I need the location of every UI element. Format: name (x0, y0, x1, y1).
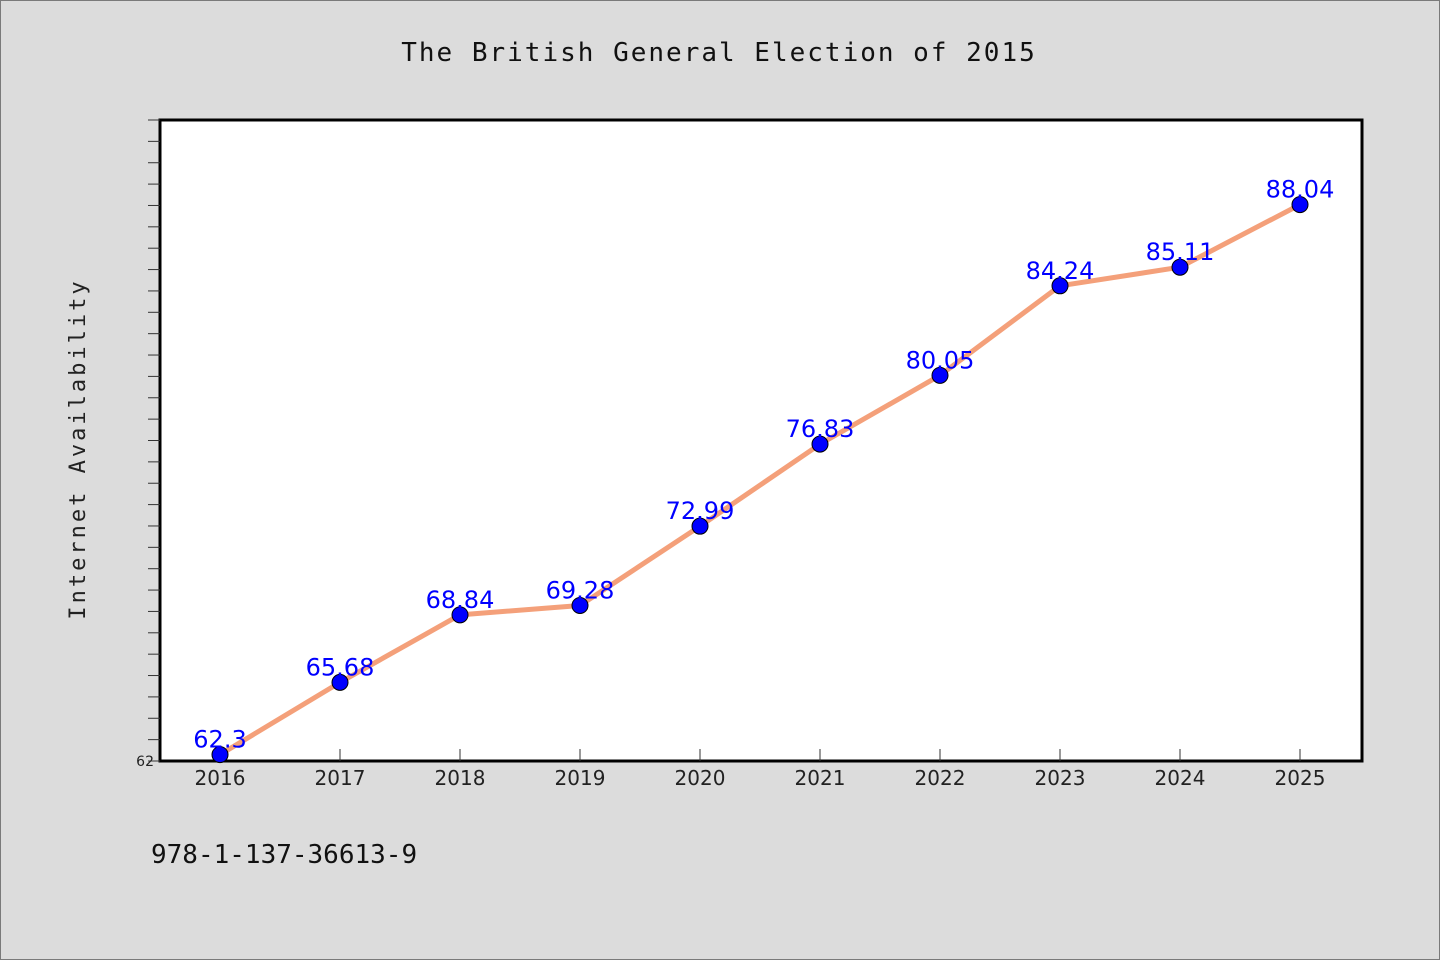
x-axis-ticks: 2016 2017 2018 2019 2020 2021 2022 2023 2024 2025 (195, 749, 1326, 790)
x-tick-label: 2017 (315, 766, 366, 790)
y-axis-label: Internet Availability (66, 278, 91, 619)
y-tick-label: 62 (136, 754, 154, 770)
x-tick-label: 2024 (1155, 766, 1206, 790)
x-tick-label: 2018 (435, 766, 486, 790)
data-point (211, 746, 229, 764)
data-point (811, 435, 829, 453)
data-point (331, 673, 349, 691)
data-label: 72.99 (666, 497, 735, 525)
isbn-footer: 978-1-137-36613-9 (151, 840, 417, 870)
data-point (451, 606, 469, 624)
y-axis-ticks: 62 (136, 119, 160, 770)
data-label: 76.83 (786, 415, 855, 443)
data-label: 69.28 (546, 576, 615, 604)
data-label: 84.24 (1026, 257, 1095, 285)
chart-title: The British General Election of 2015 (401, 38, 1037, 68)
data-label: 68.84 (426, 586, 495, 614)
data-point (691, 517, 709, 535)
data-point (1291, 196, 1309, 214)
data-point (1051, 277, 1069, 295)
plot-area (158, 118, 1364, 763)
data-point (1171, 258, 1189, 276)
series-layer: 62.3 65.68 68.84 69.28 72.99 76.83 80.05 84.24 8… (193, 176, 1335, 764)
data-label: 88.04 (1266, 176, 1335, 204)
x-tick-label: 2021 (795, 766, 846, 790)
x-tick-label: 2020 (675, 766, 726, 790)
x-tick-label: 2025 (1275, 766, 1326, 790)
data-label: 80.05 (906, 346, 975, 374)
data-point (571, 596, 589, 614)
x-tick-label: 2016 (195, 766, 246, 790)
x-tick-label: 2023 (1035, 766, 1086, 790)
data-point (931, 366, 949, 384)
x-tick-label: 2022 (915, 766, 966, 790)
data-label: 62.3 (193, 726, 246, 754)
series-line (217, 202, 1303, 758)
x-tick-label: 2019 (555, 766, 606, 790)
data-label: 65.68 (306, 653, 375, 681)
data-label: 85.11 (1146, 238, 1215, 266)
